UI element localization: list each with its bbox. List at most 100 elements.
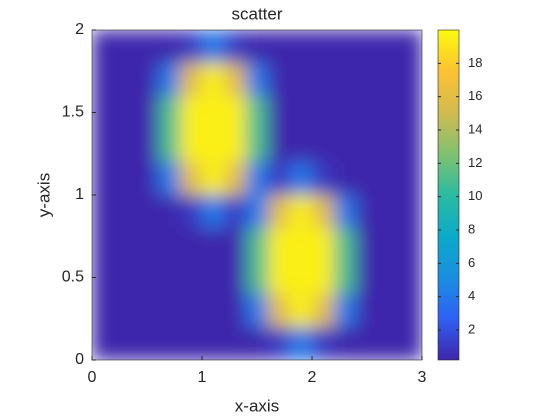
heatmap-cell [92, 294, 115, 328]
colorbar-tick-label: 8 [468, 221, 475, 236]
heatmap-cell [378, 30, 401, 64]
heatmap-cell [268, 228, 291, 262]
heatmap-cell [92, 162, 115, 196]
heatmap-cell [312, 30, 335, 64]
heatmap-cell [334, 294, 357, 328]
heatmap-cell [334, 261, 357, 295]
heatmap-cell [136, 327, 159, 360]
heatmap-cell [400, 162, 422, 196]
y-tick-label: 1.5 [62, 104, 84, 121]
heatmap-cell [158, 195, 181, 229]
heatmap-cell [158, 327, 181, 360]
heatmap-cell [334, 30, 357, 64]
heatmap-cell [290, 63, 313, 97]
heatmap-cell [378, 195, 401, 229]
heatmap-cell [136, 162, 159, 196]
heatmap-cell [334, 228, 357, 262]
heatmap-cell [136, 261, 159, 295]
x-axis-label: x-axis [235, 396, 279, 415]
heatmap-cell [312, 195, 335, 229]
heatmap-cell [136, 195, 159, 229]
heatmap-cell [202, 96, 225, 130]
colorbar-tick-label: 2 [468, 321, 475, 336]
heatmap-cell [92, 129, 115, 163]
heatmap-cell [400, 129, 422, 163]
heatmap-cell [180, 129, 203, 163]
colorbar-tick-label: 10 [468, 188, 482, 203]
heatmap-cell [92, 63, 115, 97]
heatmap-cell [268, 30, 291, 64]
heatmap-cell [246, 96, 269, 130]
heatmap-cell [312, 129, 335, 163]
heatmap-cell [246, 327, 269, 360]
heatmap-cell [224, 195, 247, 229]
heatmap-cell [290, 30, 313, 64]
colorbar [437, 29, 460, 361]
heatmap-cell [224, 63, 247, 97]
heatmap-cell [202, 261, 225, 295]
heatmap-cell [158, 261, 181, 295]
heatmap-cell [224, 96, 247, 130]
heatmap-cell [290, 129, 313, 163]
heatmap-cell [114, 96, 137, 130]
heatmap-cell [246, 195, 269, 229]
heatmap-cell [246, 261, 269, 295]
heatmap-cell [334, 63, 357, 97]
heatmap-cell [180, 327, 203, 360]
heatmap-cell [356, 30, 379, 64]
heatmap-cell [224, 30, 247, 64]
heatmap-cell [378, 294, 401, 328]
colorbar-tick-label: 6 [468, 255, 475, 270]
heatmap-cell [180, 228, 203, 262]
heatmap-cell [158, 294, 181, 328]
heatmap-cell [246, 228, 269, 262]
heatmap-cell [180, 30, 203, 64]
heatmap-cell [114, 261, 137, 295]
heatmap-cell [180, 294, 203, 328]
heatmap-cell [378, 162, 401, 196]
heatmap-cell [400, 195, 422, 229]
heatmap-cell [246, 63, 269, 97]
heatmap-cell [180, 261, 203, 295]
heatmap-cell [334, 96, 357, 130]
heatmap-cell [202, 129, 225, 163]
heatmap-cell [202, 195, 225, 229]
heatmap-cell [114, 63, 137, 97]
colorbar-tick-label: 18 [468, 55, 482, 70]
heatmap-cell [180, 96, 203, 130]
colorbar-tick-label: 16 [468, 88, 482, 103]
heatmap-cell [224, 327, 247, 360]
heatmap-cell [378, 63, 401, 97]
heatmap-cell [136, 63, 159, 97]
x-tick-label: 1 [198, 369, 207, 386]
heatmap-cell [356, 228, 379, 262]
heatmap-cell [158, 162, 181, 196]
heatmap-cell [312, 63, 335, 97]
heatmap-cell [400, 294, 422, 328]
heatmap-cell [180, 162, 203, 196]
heatmap-cell [180, 195, 203, 229]
heatmap-cell [158, 129, 181, 163]
heatmap-cell [356, 195, 379, 229]
x-tick-label: 3 [418, 369, 427, 386]
heatmap-cell [224, 228, 247, 262]
heatmap-cell [268, 261, 291, 295]
heatmap-cell [312, 327, 335, 360]
y-tick-label: 1 [75, 186, 84, 203]
heatmap-cell [136, 294, 159, 328]
heatmap-cell [378, 261, 401, 295]
heatmap-cell [400, 327, 422, 360]
heatmap-cell [312, 294, 335, 328]
heatmap-cell [136, 30, 159, 64]
heatmap-cell [158, 63, 181, 97]
y-axis-label: y-axis [34, 173, 53, 217]
heatmap-cell [202, 30, 225, 64]
heatmap-cell [246, 129, 269, 163]
heatmap-cell [400, 96, 422, 130]
heatmap-cell [224, 129, 247, 163]
heatmap-cell [400, 261, 422, 295]
heatmap-cell [224, 294, 247, 328]
heatmap-image [92, 30, 422, 360]
heatmap-cell [202, 162, 225, 196]
